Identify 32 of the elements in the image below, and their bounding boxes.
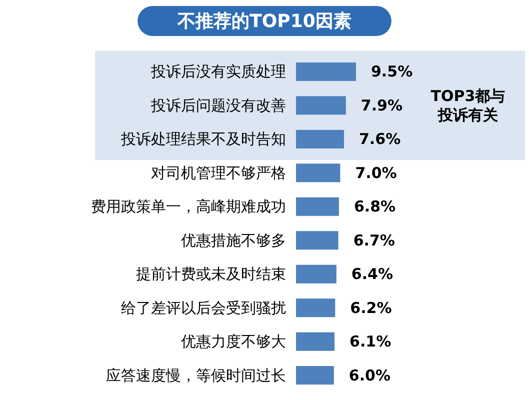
y-tick-label: 费用政策单一，高峰期难成功 bbox=[91, 198, 286, 216]
bar bbox=[296, 130, 344, 148]
bar bbox=[296, 62, 356, 81]
y-tick-label: 应答速度慢，等候时间过长 bbox=[106, 366, 286, 384]
data-label: 9.5% bbox=[371, 62, 413, 81]
bar bbox=[296, 298, 336, 318]
band-label: TOP3都与投诉有关 bbox=[430, 86, 506, 124]
data-label: 7.0% bbox=[355, 164, 397, 182]
data-label: 7.6% bbox=[359, 130, 401, 148]
y-tick-label: 投诉后没有实质处理 bbox=[150, 62, 286, 81]
bar bbox=[296, 264, 336, 284]
y-tick-label: 优惠力度不够大 bbox=[181, 332, 286, 351]
bar bbox=[296, 164, 340, 182]
y-tick-label: 给了差评以后会受到骚扰 bbox=[121, 298, 286, 317]
data-label: 6.4% bbox=[351, 265, 394, 284]
y-tick-label: 优惠措施不够多 bbox=[181, 231, 286, 250]
data-label: 7.9% bbox=[360, 96, 403, 114]
y-tick-label: 提前计费或未及时结束 bbox=[136, 265, 286, 284]
bar bbox=[296, 96, 346, 115]
data-label: 6.0% bbox=[348, 366, 391, 384]
bar bbox=[296, 231, 338, 250]
y-tick-label: 投诉后问题没有改善 bbox=[150, 96, 286, 114]
chart-title: 不推荐的TOP10因素 bbox=[176, 11, 352, 32]
bar bbox=[296, 332, 335, 351]
y-tick-label: 投诉处理结果不及时告知 bbox=[120, 130, 286, 148]
y-tick-label: 对司机管理不够严格 bbox=[151, 164, 286, 182]
data-label: 6.7% bbox=[353, 231, 395, 250]
data-label: 6.1% bbox=[350, 332, 392, 351]
data-label: 6.2% bbox=[350, 298, 392, 317]
data-label: 6.8% bbox=[354, 198, 396, 216]
bar bbox=[296, 197, 339, 216]
bar bbox=[296, 366, 334, 385]
